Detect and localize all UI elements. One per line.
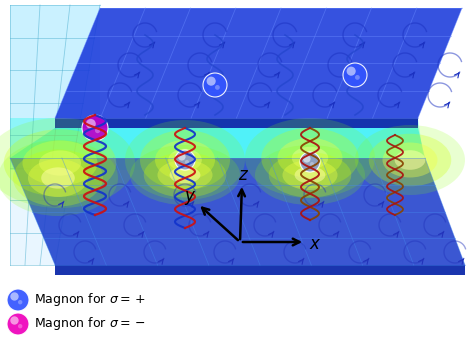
Polygon shape [55,118,418,128]
Ellipse shape [0,118,135,208]
Text: $z$: $z$ [238,166,249,184]
Circle shape [10,292,18,301]
Ellipse shape [125,120,245,200]
Circle shape [82,115,108,141]
Ellipse shape [130,145,240,205]
Ellipse shape [28,159,88,197]
Ellipse shape [255,145,365,205]
Circle shape [300,152,320,172]
Polygon shape [10,128,425,158]
Text: Magnon for $\sigma = +$: Magnon for $\sigma = +$ [34,291,146,308]
Ellipse shape [13,149,103,206]
Circle shape [310,162,314,166]
Circle shape [7,289,29,311]
Circle shape [18,324,22,329]
Ellipse shape [283,160,337,190]
Text: $y$: $y$ [184,189,196,207]
Ellipse shape [269,153,351,198]
Ellipse shape [157,160,212,190]
Polygon shape [10,5,100,265]
Ellipse shape [140,130,230,190]
Polygon shape [10,5,100,265]
Polygon shape [10,118,425,170]
Circle shape [185,160,189,164]
Circle shape [343,63,367,87]
Circle shape [10,316,18,325]
Polygon shape [55,265,465,275]
Ellipse shape [369,134,451,186]
Ellipse shape [383,143,438,177]
Ellipse shape [144,153,226,198]
Ellipse shape [394,150,425,170]
Circle shape [346,67,356,76]
Circle shape [207,76,216,86]
Ellipse shape [292,147,328,169]
Circle shape [303,155,310,162]
Ellipse shape [0,140,118,216]
Circle shape [7,313,29,335]
Circle shape [215,85,220,90]
Circle shape [178,153,186,161]
Text: $x$: $x$ [309,235,321,253]
Ellipse shape [245,118,375,198]
Ellipse shape [261,128,359,188]
Ellipse shape [41,167,75,189]
Circle shape [203,73,227,97]
Ellipse shape [155,140,215,180]
Circle shape [86,119,96,129]
Ellipse shape [295,167,325,183]
Polygon shape [10,158,465,265]
Circle shape [355,75,360,80]
Text: Magnon for $\sigma = -$: Magnon for $\sigma = -$ [34,315,146,332]
Ellipse shape [39,150,81,176]
Ellipse shape [277,138,343,178]
Circle shape [95,128,100,133]
Polygon shape [55,8,462,118]
Ellipse shape [22,141,98,185]
Ellipse shape [4,129,116,197]
Circle shape [175,150,195,170]
Ellipse shape [168,149,202,171]
Circle shape [18,300,22,304]
Ellipse shape [170,167,201,183]
Ellipse shape [355,125,465,195]
